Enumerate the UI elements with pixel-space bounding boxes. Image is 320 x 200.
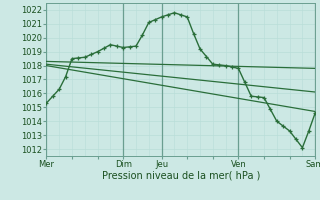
- X-axis label: Pression niveau de la mer( hPa ): Pression niveau de la mer( hPa ): [102, 171, 260, 181]
